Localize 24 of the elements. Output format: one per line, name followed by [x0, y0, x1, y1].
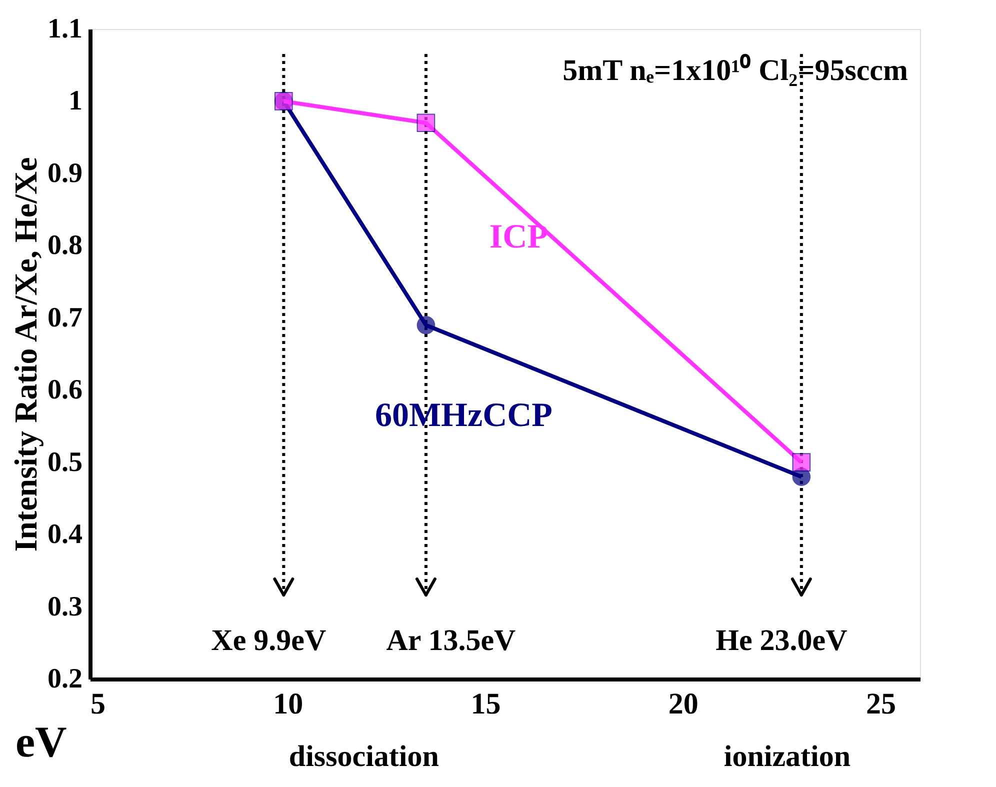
y-tick-label: 0.4: [48, 519, 82, 550]
y-axis-title: Intensity Ratio Ar/Xe, He/Xe: [8, 157, 44, 552]
text: dissociation: [288, 740, 440, 773]
text: 5mT nₑ=1x10¹⁰ Cl₂=95sccm: [562, 53, 908, 87]
series-label: 60MHzCCP: [374, 396, 552, 434]
y-tick-label: 0.9: [48, 158, 82, 189]
x-tick-label: 20: [668, 688, 698, 720]
text: ionization: [724, 740, 851, 773]
x-tick-label: 5: [90, 688, 106, 720]
y-tick-label: 0.3: [48, 591, 82, 622]
x-tick-label: 25: [866, 688, 896, 720]
y-tick-label: 0.7: [48, 302, 82, 334]
ref-line-label: Ar 13.5eV: [386, 624, 516, 657]
x-axis-title: eV: [16, 718, 68, 766]
ref-line-label: He 23.0eV: [716, 624, 848, 657]
y-tick-label: 0.5: [48, 446, 82, 478]
y-tick-label: 0.8: [48, 230, 82, 262]
y-tick-label: 1: [68, 86, 82, 117]
ref-line-label: Xe 9.9eV: [211, 624, 326, 657]
x-tick-label: 10: [273, 688, 304, 720]
y-tick-label: 0.2: [48, 664, 82, 694]
y-tick-label: 0.6: [48, 374, 82, 406]
x-tick-label: 15: [470, 688, 501, 720]
y-tick-label: 1.1: [48, 14, 82, 44]
